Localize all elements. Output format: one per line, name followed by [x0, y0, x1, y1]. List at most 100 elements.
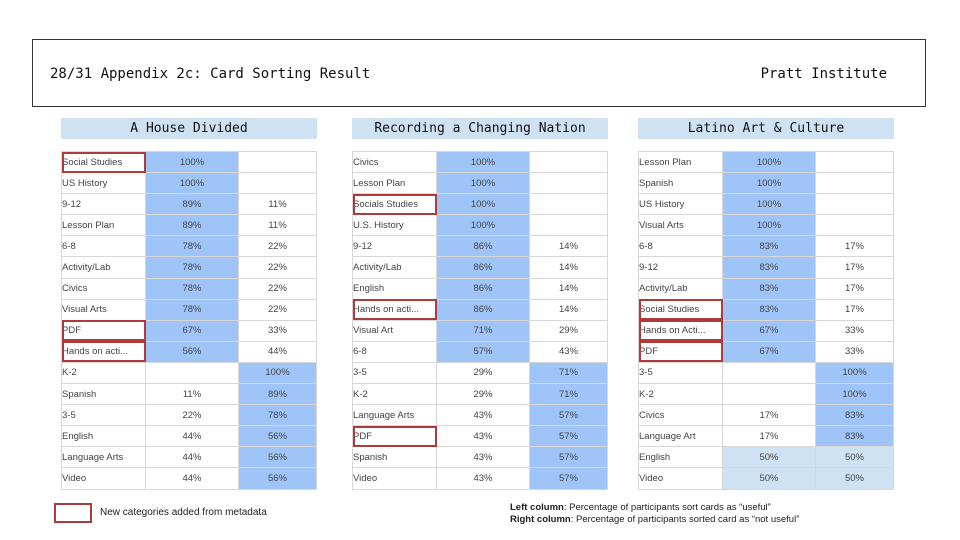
useful-percentage: 89% — [145, 214, 239, 237]
not-useful-percentage: 14% — [529, 235, 608, 258]
useful-percentage — [722, 361, 816, 385]
category-label: U.S. History — [352, 214, 437, 237]
table-row: 3-5 29% 71% — [352, 361, 608, 385]
not-useful-percentage: 17% — [815, 298, 894, 321]
table-row: PDF 67% 33% — [61, 319, 317, 342]
table-row: US History 100% — [638, 193, 894, 216]
table-row: Language Art 17% 83% — [638, 425, 894, 448]
not-useful-percentage: 71% — [529, 383, 608, 406]
table-row: Activity/Lab 86% 14% — [352, 256, 608, 279]
table-row: Visual Art 71% 29% — [352, 319, 608, 342]
category-label: Social Studies — [61, 150, 146, 174]
category-label: PDF — [352, 425, 437, 448]
category-label: Hands on acti... — [352, 298, 437, 321]
not-useful-percentage: 29% — [529, 319, 608, 342]
category-label: 3-5 — [61, 404, 146, 427]
table-row: Civics 78% 22% — [61, 277, 317, 300]
table-row: Lesson Plan 89% 11% — [61, 214, 317, 237]
table-row: K-2 100% — [61, 361, 317, 385]
table-row: English 44% 56% — [61, 425, 317, 448]
panel-recording-a-changing-nation: Recording a Changing Nation Civics 100% Le… — [352, 118, 608, 490]
table-row: 9-12 83% 17% — [638, 256, 894, 279]
table-row: Civics 17% 83% — [638, 404, 894, 427]
not-useful-percentage: 57% — [529, 446, 608, 469]
table-row: English 86% 14% — [352, 277, 608, 300]
panel-a-house-divided: A House Divided Social Studies 100% US His… — [61, 118, 317, 490]
not-useful-percentage: 11% — [238, 193, 317, 216]
table-row: Spanish 43% 57% — [352, 446, 608, 469]
table-row: K-2 29% 71% — [352, 383, 608, 406]
table-row: Socials Studies 100% — [352, 193, 608, 216]
useful-percentage: 100% — [722, 172, 816, 195]
table-row: PDF 67% 33% — [638, 340, 894, 363]
not-useful-percentage: 22% — [238, 256, 317, 279]
category-label: US History — [638, 193, 723, 216]
useful-percentage: 89% — [145, 193, 239, 216]
not-useful-percentage: 17% — [815, 256, 894, 279]
category-label: Lesson Plan — [352, 172, 437, 195]
panel-latino-art-culture: Latino Art & Culture Lesson Plan 100% Span… — [638, 118, 894, 490]
not-useful-percentage — [238, 150, 317, 174]
category-label: PDF — [61, 319, 146, 342]
right-column-note: Right column: Percentage of participants… — [510, 514, 799, 526]
useful-percentage: 17% — [722, 425, 816, 448]
card-sort-table: Lesson Plan 100% Spanish 100% US History 100%… — [638, 150, 894, 490]
useful-percentage: 29% — [436, 383, 530, 406]
useful-percentage: 50% — [722, 467, 816, 490]
table-row: 6-8 78% 22% — [61, 235, 317, 258]
category-label: English — [638, 446, 723, 469]
category-label: Lesson Plan — [61, 214, 146, 237]
table-row: Video 50% 50% — [638, 467, 894, 490]
not-useful-percentage: 100% — [815, 361, 894, 385]
not-useful-percentage: 89% — [238, 383, 317, 406]
table-row: U.S. History 100% — [352, 214, 608, 237]
not-useful-percentage — [529, 193, 608, 216]
table-row: Social Studies 83% 17% — [638, 298, 894, 321]
category-label: Video — [638, 467, 723, 490]
not-useful-percentage — [529, 214, 608, 237]
table-row: 9-12 89% 11% — [61, 193, 317, 216]
slide-title: 28/31 Appendix 2c: Card Sorting Result — [50, 66, 371, 82]
table-row: Lesson Plan 100% — [638, 150, 894, 174]
table-row: Language Arts 43% 57% — [352, 404, 608, 427]
useful-percentage: 78% — [145, 298, 239, 321]
useful-percentage: 100% — [436, 172, 530, 195]
category-label: 9-12 — [61, 193, 146, 216]
organization-name: Pratt Institute — [760, 66, 887, 82]
not-useful-percentage: 14% — [529, 277, 608, 300]
category-label: Civics — [61, 277, 146, 300]
category-label: Hands on Acti... — [638, 319, 723, 342]
legend-label: New categories added from metadata — [100, 507, 267, 518]
table-row: Visual Arts 100% — [638, 214, 894, 237]
useful-percentage — [722, 383, 816, 406]
not-useful-percentage: 14% — [529, 256, 608, 279]
panel-title: Recording a Changing Nation — [352, 118, 608, 139]
not-useful-percentage: 56% — [238, 425, 317, 448]
category-label: Socials Studies — [352, 193, 437, 216]
category-label: Language Arts — [61, 446, 146, 469]
useful-percentage: 67% — [145, 319, 239, 342]
table-row: 6-8 83% 17% — [638, 235, 894, 258]
not-useful-percentage: 83% — [815, 404, 894, 427]
category-label: 9-12 — [638, 256, 723, 279]
useful-percentage: 43% — [436, 425, 530, 448]
not-useful-percentage: 44% — [238, 340, 317, 363]
category-label: PDF — [638, 340, 723, 363]
useful-percentage: 100% — [145, 150, 239, 174]
not-useful-percentage: 22% — [238, 277, 317, 300]
not-useful-percentage: 57% — [529, 467, 608, 490]
table-row: Activity/Lab 83% 17% — [638, 277, 894, 300]
useful-percentage: 100% — [436, 214, 530, 237]
category-label: K-2 — [638, 383, 723, 406]
not-useful-percentage: 50% — [815, 467, 894, 490]
table-row: 3-5 22% 78% — [61, 404, 317, 427]
useful-percentage: 11% — [145, 383, 239, 406]
not-useful-percentage: 78% — [238, 404, 317, 427]
card-sort-table: Civics 100% Lesson Plan 100% Socials Studies… — [352, 150, 608, 490]
useful-percentage: 100% — [722, 150, 816, 174]
category-label: Video — [61, 467, 146, 490]
useful-percentage: 43% — [436, 446, 530, 469]
table-row: Social Studies 100% — [61, 150, 317, 174]
not-useful-percentage: 17% — [815, 235, 894, 258]
category-label: Civics — [638, 404, 723, 427]
